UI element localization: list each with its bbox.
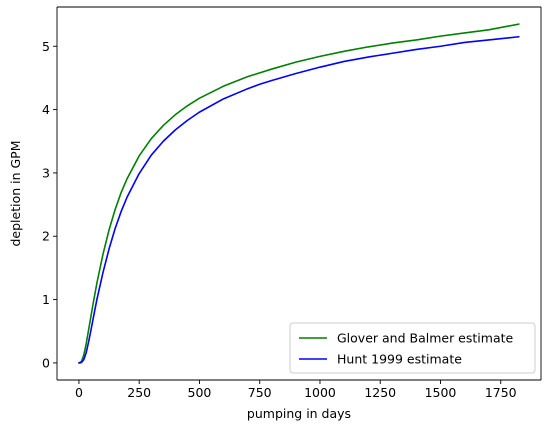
y-tick-label: 2 <box>42 229 50 244</box>
legend-label-glover: Glover and Balmer estimate <box>337 331 513 346</box>
x-tick-label: 250 <box>127 385 151 400</box>
tick-marks: 0 250 500 750 1000 1250 1500 1750 0 1 2 3 4 5 <box>42 39 517 400</box>
x-axis-label: pumping in days <box>247 406 351 421</box>
y-tick-label: 5 <box>42 39 50 54</box>
y-axis-label: depletion in GPM <box>8 140 23 246</box>
x-tick-label: 0 <box>75 385 83 400</box>
axes <box>56 6 542 381</box>
y-tick-label: 0 <box>42 355 50 370</box>
x-tick-label: 500 <box>188 385 212 400</box>
series-line-hunt <box>78 35 520 364</box>
x-tick-label: 1750 <box>485 385 517 400</box>
x-tick-label: 750 <box>248 385 272 400</box>
legend-box <box>289 322 536 374</box>
y-tick-label: 3 <box>42 165 50 180</box>
y-tick-label: 4 <box>42 102 50 117</box>
legend-label-hunt: Hunt 1999 estimate <box>337 352 462 367</box>
series-lines <box>78 23 520 364</box>
y-tick-label: 1 <box>42 292 50 307</box>
series-line-glover <box>78 23 520 364</box>
x-tick-label: 1250 <box>364 385 396 400</box>
x-tick-label: 1500 <box>425 385 457 400</box>
x-tick-label: 1000 <box>304 385 336 400</box>
legend: Glover and Balmer estimate Hunt 1999 est… <box>289 322 536 374</box>
